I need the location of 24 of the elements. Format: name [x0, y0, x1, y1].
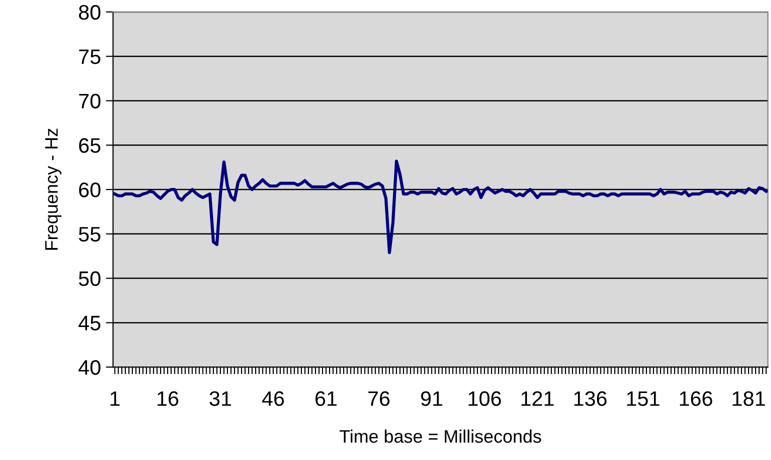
y-tick-label: 75 — [79, 50, 100, 64]
y-tick-label: 70 — [79, 94, 100, 108]
y-tick-label: 60 — [79, 182, 100, 198]
y-tick-label: 50 — [78, 271, 100, 286]
x-tick-label: 136 — [574, 391, 607, 406]
x-tick-label: 91 — [421, 391, 442, 406]
x-tick-label: 151 — [627, 391, 660, 406]
y-tick-label: 65 — [79, 138, 100, 153]
x-tick-label: 16 — [158, 391, 178, 406]
x-tick-label: 121 — [522, 391, 554, 406]
x-axis-title: Time base = Milliseconds — [340, 430, 542, 443]
x-tick-label: 76 — [368, 391, 390, 406]
x-tick-label: 31 — [210, 391, 231, 406]
x-tick-label: 46 — [262, 391, 284, 406]
y-tick-label: 80 — [78, 4, 100, 20]
y-tick-label: 55 — [78, 227, 100, 242]
x-tick-label: 1 — [110, 391, 120, 406]
x-tick-label: 181 — [732, 391, 765, 406]
y-tick-label: 40 — [78, 360, 100, 375]
x-tick-label: 61 — [316, 391, 337, 406]
y-tick-label: 45 — [78, 316, 100, 330]
y-axis-title: Frequency - Hz — [45, 128, 62, 250]
x-tick-label: 166 — [680, 391, 712, 406]
x-tick-label: 106 — [468, 391, 501, 406]
